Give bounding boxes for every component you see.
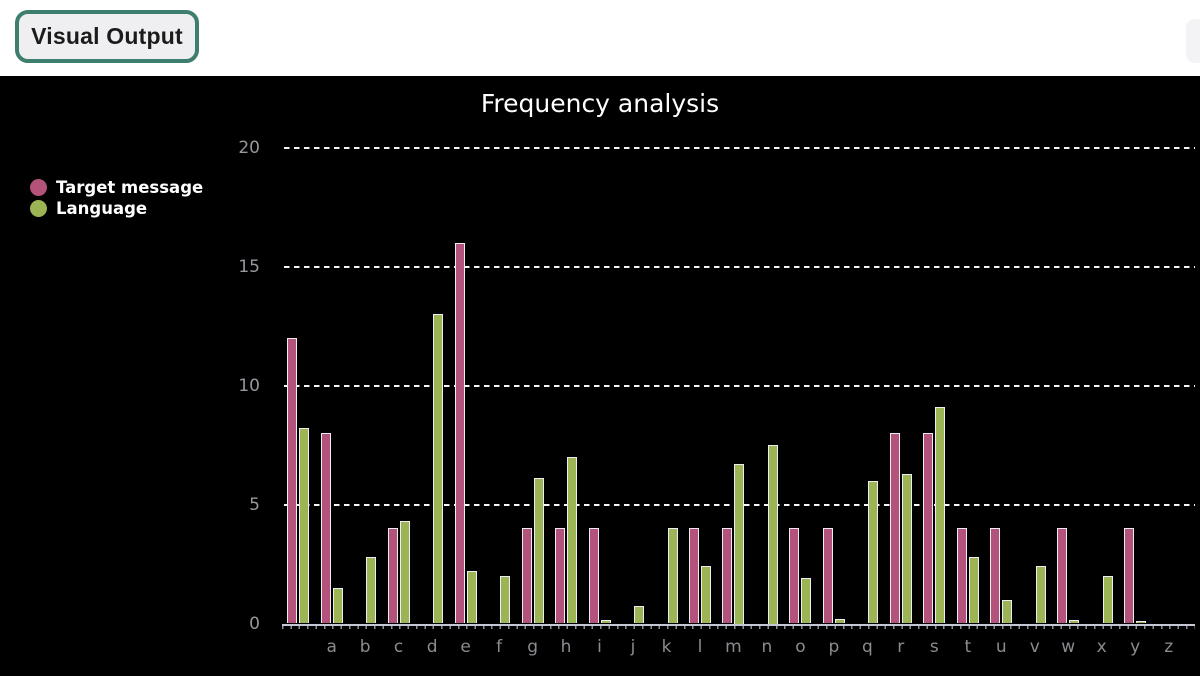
- bar-c-target: [387, 528, 398, 624]
- bar-b-language: [366, 556, 377, 624]
- y-axis-label-15: 15: [238, 256, 260, 277]
- bar-y-language: [1136, 621, 1147, 624]
- x-axis-label-s: s: [929, 637, 939, 657]
- bar-v-language: [1035, 566, 1046, 624]
- bar-u-target: [990, 528, 1001, 624]
- bar-space-language: [299, 428, 310, 624]
- bar-x-language: [1102, 575, 1113, 624]
- bar-w-target: [1057, 528, 1068, 624]
- x-axis-label-g: g: [527, 637, 538, 657]
- bar-l-target: [689, 528, 699, 624]
- x-axis-label-e: e: [460, 637, 471, 657]
- x-axis-label-a: a: [326, 637, 337, 657]
- bar-q-language: [868, 480, 879, 624]
- bar-l-language: [701, 566, 711, 624]
- bar-m-target: [722, 528, 733, 624]
- chart-title: Frequency analysis: [480, 89, 720, 118]
- bar-h-target: [555, 528, 565, 624]
- bar-n-language: [767, 445, 778, 624]
- x-axis-label-i: i: [597, 637, 602, 657]
- legend-dot-language: [30, 200, 47, 217]
- bar-m-language: [734, 464, 745, 624]
- x-axis-label-b: b: [359, 637, 371, 657]
- legend-item-language: Language: [30, 198, 203, 219]
- bar-o-target: [789, 528, 800, 624]
- bar-t-target: [956, 528, 967, 624]
- bar-r-target: [889, 433, 900, 624]
- x-axis-label-x: x: [1096, 637, 1107, 657]
- x-axis-label-p: p: [828, 637, 840, 657]
- bar-h-language: [567, 456, 577, 624]
- bar-i-target: [588, 528, 599, 624]
- x-axis-label-y: y: [1130, 637, 1141, 657]
- bar-d-language: [433, 314, 444, 624]
- bar-g-language: [533, 478, 544, 624]
- bar-e-target: [454, 242, 465, 624]
- x-axis-label-w: w: [1061, 637, 1076, 657]
- x-axis-label-k: k: [661, 637, 672, 657]
- bar-u-language: [1002, 599, 1013, 624]
- bar-i-language: [600, 619, 611, 624]
- bar-p-target: [822, 528, 833, 624]
- x-axis-label-h: h: [560, 637, 572, 657]
- x-axis-label-m: m: [725, 637, 742, 657]
- right-edge-stub: [1186, 19, 1200, 63]
- chart-legend: Target message Language: [30, 177, 203, 219]
- bar-c-language: [399, 521, 410, 624]
- visual-output-tab-label: Visual Output: [31, 23, 183, 49]
- x-axis-label-f: f: [496, 637, 503, 657]
- y-axis-label-5: 5: [249, 494, 260, 515]
- bar-a-target: [320, 433, 331, 624]
- bar-j-language: [634, 605, 644, 624]
- bar-a-language: [332, 587, 343, 624]
- legend-item-target-message: Target message: [30, 177, 203, 198]
- chart-area: Frequency analysis Target message Langua…: [0, 76, 1200, 676]
- top-bar: Visual Output: [0, 0, 1200, 76]
- x-axis-label-l: l: [697, 637, 703, 657]
- x-axis-label-n: n: [761, 637, 773, 657]
- bar-p-language: [834, 618, 845, 624]
- bar-r-language: [901, 473, 912, 624]
- x-axis-label-c: c: [393, 637, 404, 657]
- legend-label-target-message: Target message: [56, 178, 204, 197]
- x-axis-label-j: j: [630, 637, 636, 657]
- bar-g-target: [521, 528, 532, 624]
- x-axis-label-z: z: [1164, 637, 1174, 657]
- x-axis-label-v: v: [1029, 637, 1040, 657]
- x-axis-ticks: [282, 625, 1195, 629]
- gridline-10: [284, 384, 1195, 387]
- y-axis-label-20: 20: [238, 137, 260, 158]
- bar-o-language: [801, 578, 812, 624]
- bar-s-language: [935, 406, 946, 624]
- gridline-15: [284, 265, 1195, 268]
- bar-y-target: [1124, 528, 1135, 624]
- bar-k-language: [667, 528, 678, 624]
- bar-space-target: [287, 337, 298, 624]
- gridline-20: [284, 146, 1195, 149]
- visual-output-tab[interactable]: Visual Output: [15, 10, 199, 63]
- x-axis-label-u: u: [995, 637, 1007, 657]
- bar-w-language: [1069, 619, 1080, 624]
- x-axis-label-o: o: [795, 637, 806, 657]
- x-axis-label-d: d: [426, 637, 438, 657]
- x-axis-label-r: r: [897, 637, 905, 657]
- bar-t-language: [968, 556, 979, 624]
- y-axis-label-0: 0: [249, 613, 260, 634]
- bar-e-language: [466, 571, 477, 624]
- bar-f-language: [500, 575, 511, 624]
- x-axis-line: [282, 623, 1195, 626]
- x-axis-label-q: q: [861, 637, 873, 657]
- legend-label-language: Language: [56, 199, 148, 218]
- bar-s-target: [923, 433, 934, 624]
- y-axis-label-10: 10: [238, 375, 260, 396]
- x-axis-label-t: t: [964, 637, 972, 657]
- legend-dot-target-message: [30, 179, 47, 196]
